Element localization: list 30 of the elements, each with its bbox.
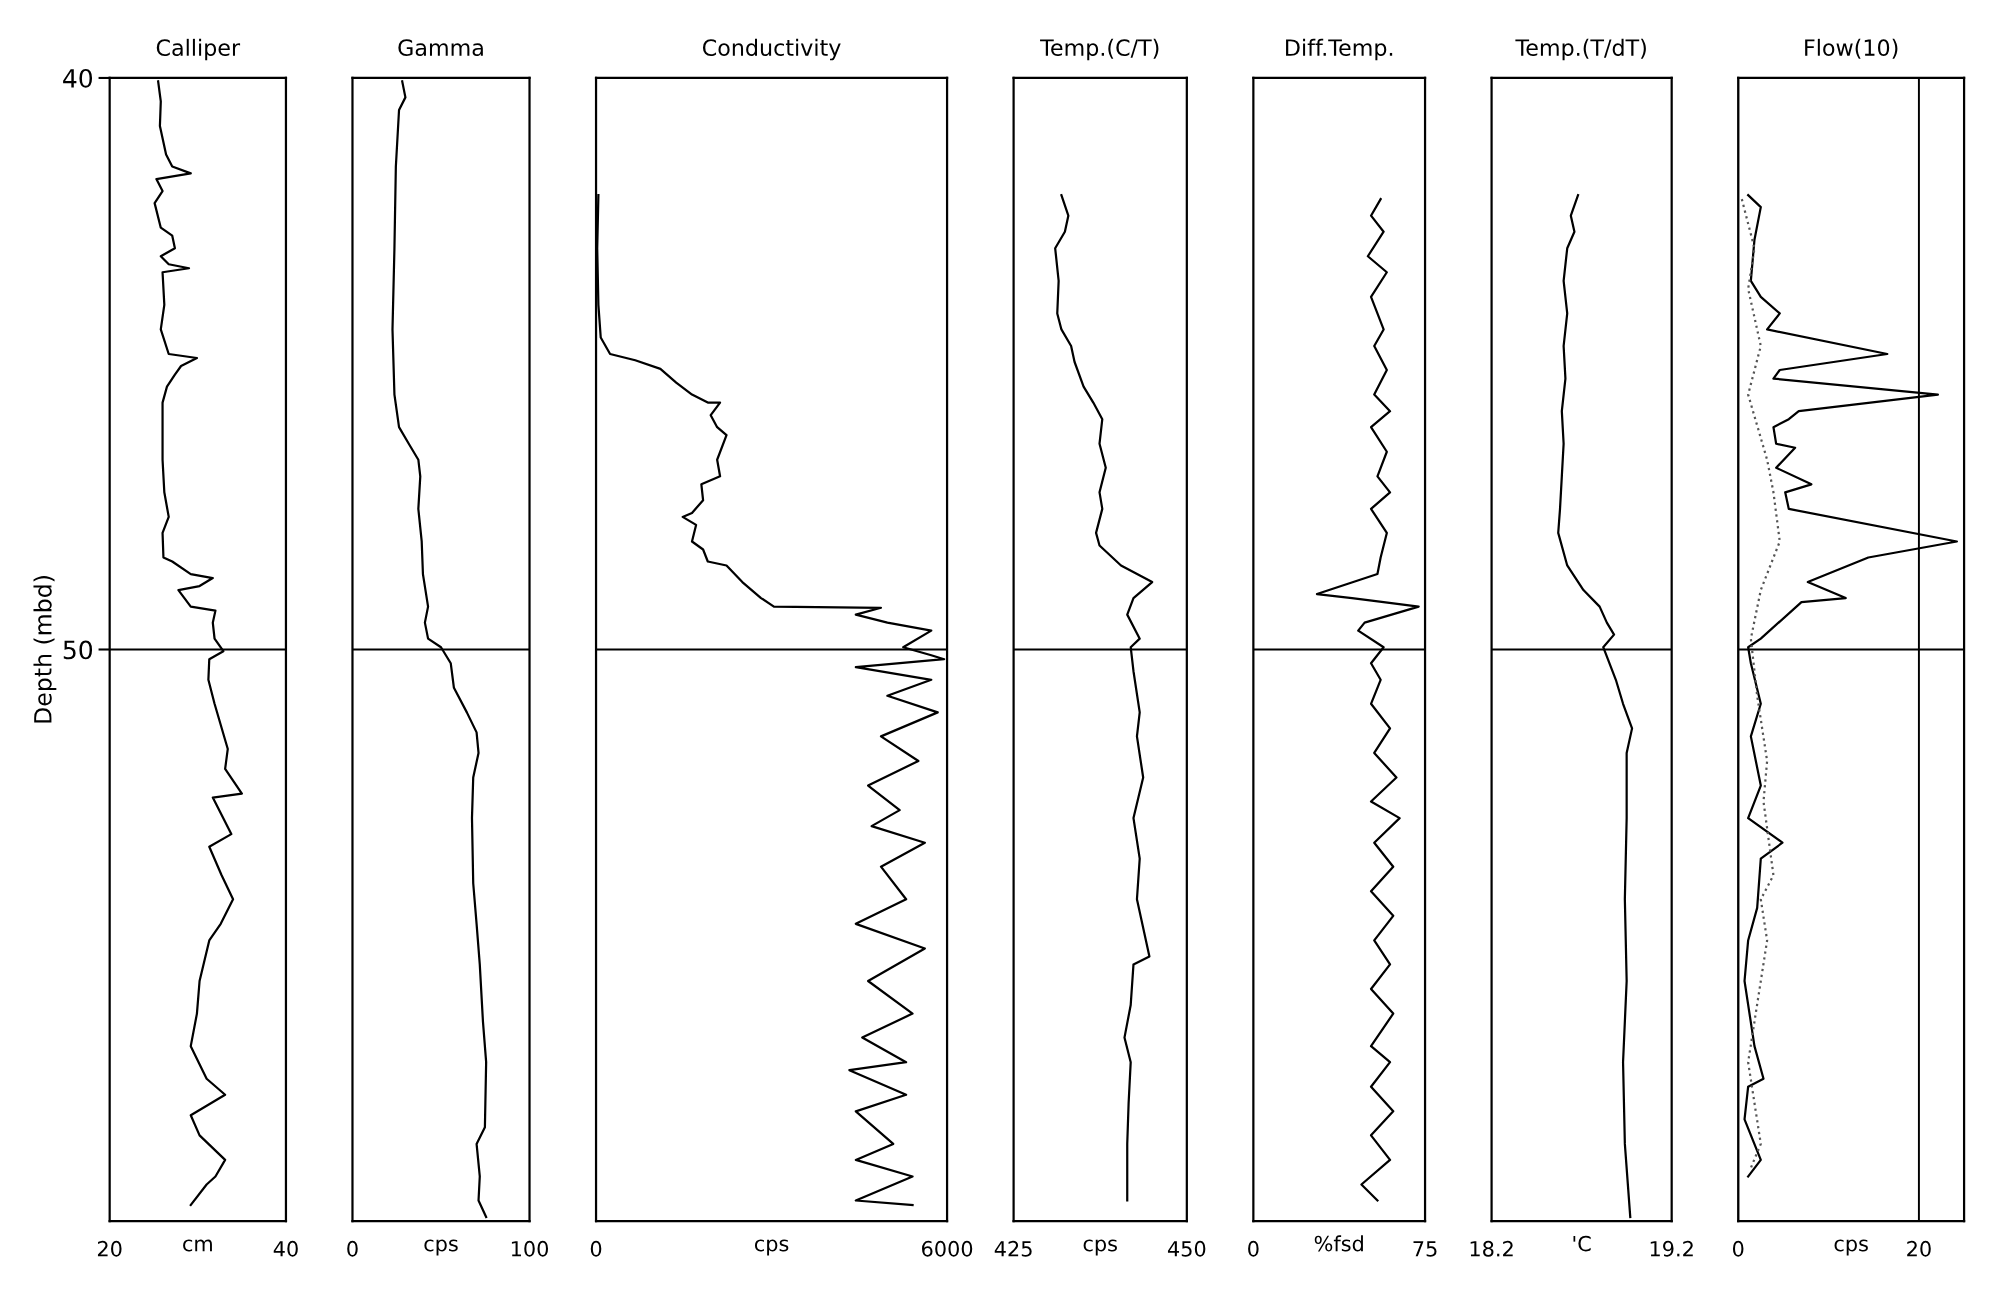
x-axis-title: cps [754, 1239, 789, 1256]
x-tick-label: 75 [1413, 1241, 1437, 1257]
x-tick-label: 0 [1248, 1240, 1259, 1257]
y-axis-title: Depth (mbd) [33, 576, 57, 723]
x-tick-label: 425 [994, 1240, 1032, 1257]
x-axis-title: %fsd [1314, 1235, 1363, 1252]
x-tick-label: 100 [511, 1240, 549, 1257]
chart-title: Temp.(C/T) [1040, 38, 1159, 61]
x-tick-label: 40 [273, 1240, 298, 1257]
x-tick-label: 20 [97, 1240, 122, 1257]
chart-title: Temp.(T/dT) [1515, 38, 1646, 61]
chart-title: Flow(10) [1805, 38, 1898, 59]
x-tick-label: 6000 [922, 1240, 973, 1257]
chart-title: Diff.Temp. [1286, 38, 1393, 61]
x-axis-title: cps [424, 1239, 458, 1256]
x-tick-label: 0 [590, 1240, 602, 1257]
x-tick-label: 450 [1167, 1240, 1206, 1257]
x-tick-label: 19.2 [1650, 1240, 1693, 1257]
x-axis-title: cm [183, 1239, 212, 1252]
x-axis-title: cps [1083, 1239, 1117, 1256]
x-tick-label: 20 [1907, 1240, 1931, 1257]
x-tick-label: 18.2 [1470, 1240, 1513, 1257]
x-tick-label: 0 [347, 1240, 358, 1257]
chart-title: Conductivity [702, 38, 841, 61]
chart-title: Gamma [398, 39, 483, 57]
chart-title: Calliper [156, 38, 241, 61]
x-axis-title: cps [1834, 1239, 1868, 1256]
x-axis-title: 'C [1573, 1235, 1591, 1252]
x-tick-label: 0 [1732, 1240, 1744, 1257]
y-tick-label: 50 [63, 640, 93, 660]
